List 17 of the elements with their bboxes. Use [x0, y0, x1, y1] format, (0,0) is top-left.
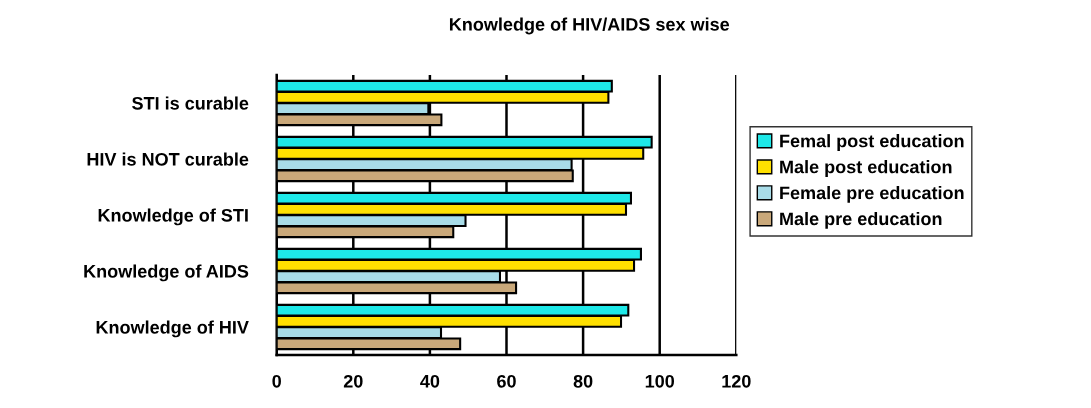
- x-tick-label: 0: [272, 374, 281, 388]
- x-tick-label: 80: [573, 374, 593, 388]
- x-tick-label: 100: [645, 374, 675, 388]
- y-tick-label: STI is curable: [132, 96, 249, 110]
- x-tick-label: 40: [420, 374, 440, 388]
- legend-label: Femal post education: [780, 134, 964, 151]
- y-tick-label: Knowledge of AIDS: [84, 264, 249, 282]
- legend-label: Male post education: [780, 160, 952, 177]
- legend-label: Female pre education: [780, 186, 964, 203]
- y-tick-label: HIV is NOT curable: [87, 152, 249, 166]
- legend-label: Male pre education: [780, 211, 942, 229]
- chart-title: Knowledge of HIV/AIDS sex wise: [449, 17, 730, 35]
- y-tick-label: Knowledge of HIV: [96, 320, 249, 338]
- x-tick-label: 60: [497, 374, 516, 388]
- y-tick-label: Knowledge of STI: [98, 208, 248, 226]
- x-tick-label: 20: [343, 374, 363, 388]
- x-tick-label: 120: [722, 374, 751, 388]
